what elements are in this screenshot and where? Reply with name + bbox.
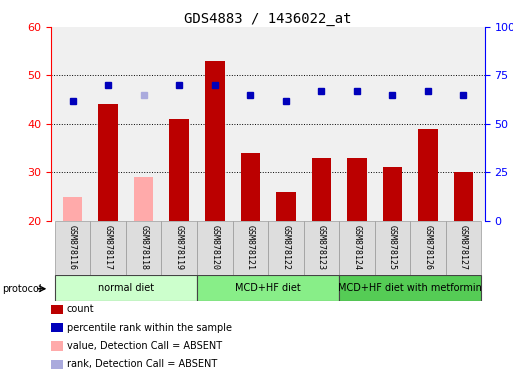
Bar bbox=[162, 221, 197, 275]
Bar bbox=[410, 221, 446, 275]
Text: GSM878124: GSM878124 bbox=[352, 225, 361, 270]
Text: GSM878123: GSM878123 bbox=[317, 225, 326, 270]
Bar bbox=[418, 129, 438, 221]
Bar bbox=[374, 221, 410, 275]
Text: MCD+HF diet with metformin: MCD+HF diet with metformin bbox=[338, 283, 482, 293]
Bar bbox=[55, 221, 90, 275]
Bar bbox=[339, 221, 374, 275]
Text: GSM878122: GSM878122 bbox=[281, 225, 290, 270]
Text: normal diet: normal diet bbox=[98, 283, 154, 293]
Bar bbox=[339, 275, 481, 301]
Bar bbox=[311, 158, 331, 221]
Bar bbox=[63, 197, 83, 221]
Bar bbox=[453, 172, 473, 221]
Text: count: count bbox=[67, 304, 94, 314]
Bar bbox=[169, 119, 189, 221]
Text: rank, Detection Call = ABSENT: rank, Detection Call = ABSENT bbox=[67, 359, 217, 369]
Text: protocol: protocol bbox=[3, 284, 42, 294]
Text: GSM878125: GSM878125 bbox=[388, 225, 397, 270]
Bar bbox=[446, 221, 481, 275]
Bar bbox=[98, 104, 118, 221]
Text: GSM878117: GSM878117 bbox=[104, 225, 113, 270]
Text: percentile rank within the sample: percentile rank within the sample bbox=[67, 323, 232, 333]
Bar bbox=[197, 275, 339, 301]
Bar bbox=[347, 158, 367, 221]
Bar bbox=[268, 221, 304, 275]
Text: GSM878120: GSM878120 bbox=[210, 225, 219, 270]
Bar bbox=[205, 61, 225, 221]
Text: value, Detection Call = ABSENT: value, Detection Call = ABSENT bbox=[67, 341, 222, 351]
Bar bbox=[276, 192, 295, 221]
Bar bbox=[134, 177, 153, 221]
Bar bbox=[383, 167, 402, 221]
Text: GSM878126: GSM878126 bbox=[423, 225, 432, 270]
Text: GSM878127: GSM878127 bbox=[459, 225, 468, 270]
Bar bbox=[304, 221, 339, 275]
Bar bbox=[126, 221, 162, 275]
Bar bbox=[90, 221, 126, 275]
Bar bbox=[197, 221, 232, 275]
Text: GSM878116: GSM878116 bbox=[68, 225, 77, 270]
Text: MCD+HF diet: MCD+HF diet bbox=[235, 283, 301, 293]
Bar bbox=[232, 221, 268, 275]
Text: GSM878118: GSM878118 bbox=[139, 225, 148, 270]
Bar bbox=[241, 153, 260, 221]
Text: GSM878121: GSM878121 bbox=[246, 225, 255, 270]
Bar bbox=[55, 275, 197, 301]
Title: GDS4883 / 1436022_at: GDS4883 / 1436022_at bbox=[184, 12, 352, 26]
Text: GSM878119: GSM878119 bbox=[175, 225, 184, 270]
